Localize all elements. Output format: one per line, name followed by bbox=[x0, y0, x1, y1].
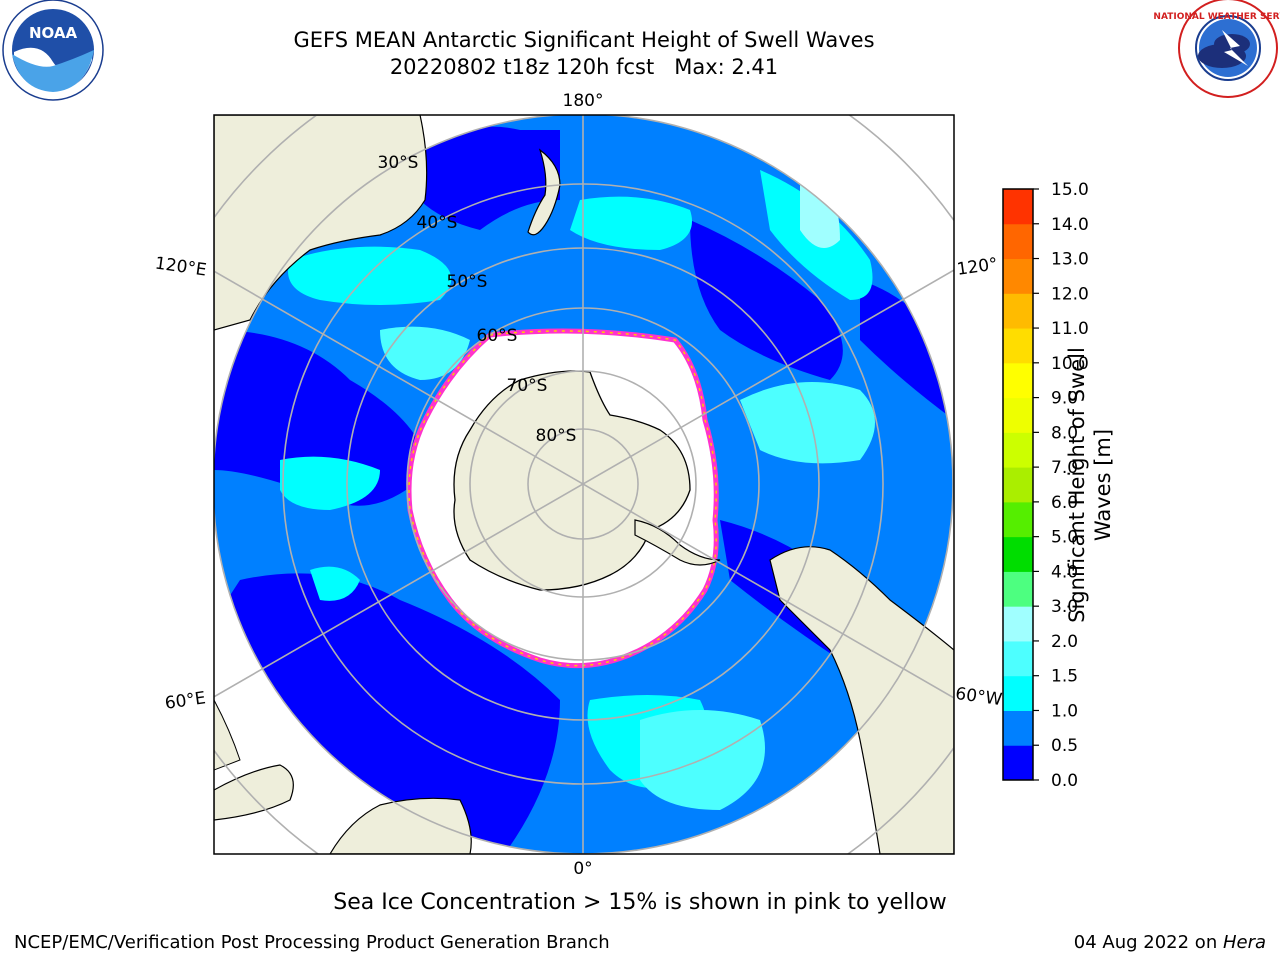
lon-label-60e: 60°E bbox=[164, 688, 207, 713]
colorbar-tick-label: 9.0 bbox=[1051, 389, 1078, 409]
lon-label-0: 0° bbox=[573, 859, 592, 879]
lat-label-60s: 60°S bbox=[477, 326, 518, 346]
colorbar-tick-label: 8.0 bbox=[1051, 423, 1078, 443]
colorbar-segment bbox=[1003, 432, 1033, 468]
lon-label-120w: 120° bbox=[956, 254, 999, 280]
colorbar-segment bbox=[1003, 258, 1033, 294]
colorbar-segment bbox=[1003, 501, 1033, 538]
colorbar-tick-label: 12.0 bbox=[1051, 284, 1089, 304]
colorbar-segment bbox=[1003, 293, 1033, 329]
chart-title: GEFS MEAN Antarctic Significant Height o… bbox=[293, 28, 875, 52]
lat-label-40s: 40°S bbox=[417, 213, 458, 233]
colorbar-segment bbox=[1003, 745, 1033, 781]
colorbar-segment bbox=[1003, 467, 1033, 503]
colorbar-tick-label: 11.0 bbox=[1051, 319, 1089, 339]
colorbar-tick-label: 10.0 bbox=[1051, 354, 1089, 374]
lon-label-180: 180° bbox=[563, 91, 604, 111]
colorbar-tick-label: 2.0 bbox=[1051, 632, 1078, 652]
colorbar-tick-label: 3.0 bbox=[1051, 597, 1078, 617]
colorbar-segment bbox=[1003, 397, 1033, 433]
colorbar-segment bbox=[1003, 189, 1033, 225]
chart-subtitle: 20220802 t18z 120h fcst Max: 2.41 bbox=[389, 55, 779, 79]
lon-label-120e: 120°E bbox=[154, 254, 208, 281]
colorbar-segment bbox=[1003, 223, 1033, 260]
colorbar-tick-label: 6.0 bbox=[1051, 493, 1078, 513]
lat-label-80s: 80°S bbox=[536, 426, 577, 446]
colorbar-tick-label: 5.0 bbox=[1051, 528, 1078, 548]
colorbar-segment bbox=[1003, 362, 1033, 399]
lat-label-30s: 30°S bbox=[378, 153, 419, 173]
nws-logo-icon: NATIONAL WEATHER SERVICE bbox=[1153, 0, 1280, 98]
noaa-logo-text: NOAA bbox=[29, 24, 78, 42]
colorbar-segment bbox=[1003, 710, 1033, 746]
colorbar-tick-label: 0.0 bbox=[1051, 771, 1078, 791]
colorbar-segment bbox=[1003, 328, 1033, 364]
colorbar-frame bbox=[1002, 188, 1034, 781]
footer-date-text: 04 Aug 2022 on bbox=[1073, 932, 1223, 953]
colorbar-tick-label: 13.0 bbox=[1051, 250, 1089, 270]
caption: Sea Ice Concentration > 15% is shown in … bbox=[333, 890, 947, 915]
footer-date: 04 Aug 2022 on Hera bbox=[1074, 932, 1266, 953]
graticule bbox=[214, 115, 954, 854]
colorbar-segment bbox=[1003, 640, 1033, 677]
lat-label-70s: 70°S bbox=[507, 376, 548, 396]
nws-logo-text: NATIONAL WEATHER SERVICE bbox=[1153, 12, 1280, 22]
colorbar-segment bbox=[1003, 606, 1033, 642]
colorbar-segment bbox=[1003, 536, 1033, 572]
colorbar-tick-label: 0.5 bbox=[1051, 736, 1078, 756]
colorbar-tick-label: 1.5 bbox=[1051, 667, 1078, 687]
colorbar-segment bbox=[1003, 675, 1033, 711]
lon-label-60w: 60°W bbox=[954, 684, 1003, 710]
colorbar-tick-label: 7.0 bbox=[1051, 458, 1078, 478]
noaa-logo-icon: NOAA bbox=[2, 0, 104, 101]
colorbar-tick-label: 4.0 bbox=[1051, 562, 1078, 582]
footer-host: Hera bbox=[1222, 932, 1266, 953]
footer-credit: NCEP/EMC/Verification Post Processing Pr… bbox=[14, 932, 610, 953]
colorbar-tick-label: 15.0 bbox=[1051, 180, 1089, 200]
colorbar-segment bbox=[1003, 571, 1033, 607]
colorbar: 0.0 0.5 1.0 1.5 2.0 3.0 4.0 5.0 6.0 7.0 8.0 9.0 10.0… bbox=[1002, 180, 1089, 791]
map-area bbox=[214, 115, 954, 854]
colorbar-label: Significant Height of Swell Waves [m] bbox=[1065, 347, 1115, 623]
colorbar-tick-label: 14.0 bbox=[1051, 215, 1089, 235]
lat-label-50s: 50°S bbox=[447, 272, 488, 292]
colorbar-tick-label: 1.0 bbox=[1051, 701, 1078, 721]
map-frame bbox=[213, 114, 955, 855]
